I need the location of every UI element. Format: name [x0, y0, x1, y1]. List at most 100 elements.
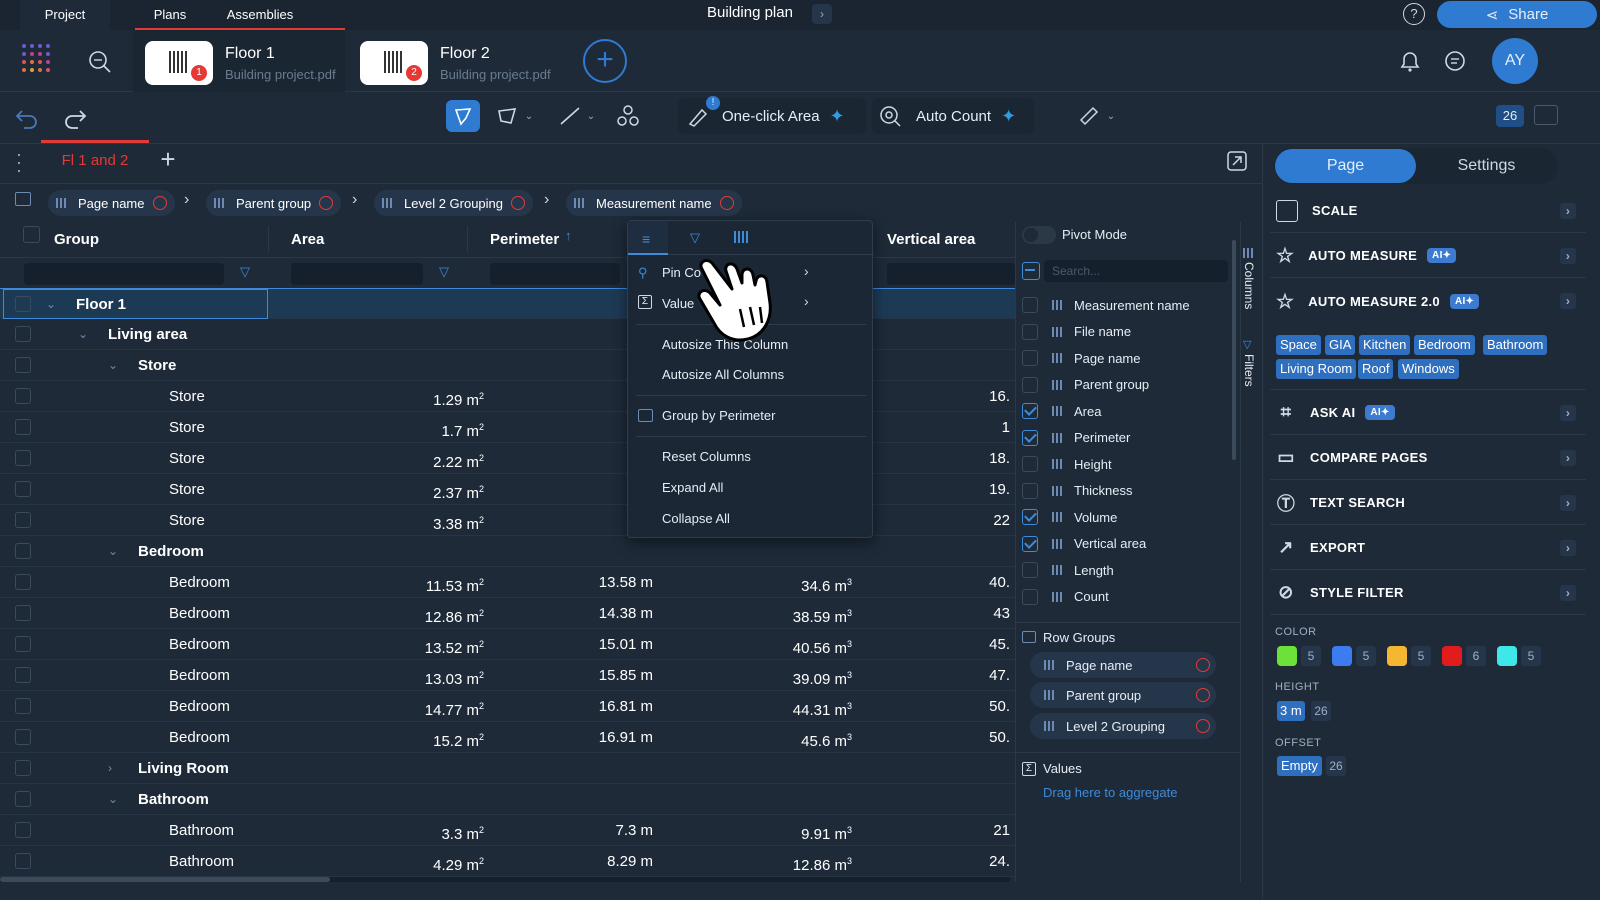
toggle-all-columns-checkbox[interactable] — [1022, 262, 1040, 280]
filter-icon[interactable]: ▽ — [240, 264, 250, 279]
menu-item-expand-all[interactable]: Expand All — [662, 480, 724, 495]
remove-chip-icon[interactable] — [152, 196, 167, 210]
monitor-icon[interactable] — [1534, 105, 1558, 125]
column-checkbox[interactable] — [1022, 562, 1038, 578]
tab-assemblies[interactable]: Assemblies — [226, 7, 294, 22]
column-checkbox[interactable] — [1022, 297, 1038, 313]
tab-page[interactable]: Page — [1275, 149, 1416, 183]
height-value-chip[interactable]: 3 m — [1277, 701, 1305, 721]
vertical-area-filter-input[interactable] — [887, 263, 1015, 285]
auto-measure-tag[interactable]: Roof — [1358, 359, 1394, 379]
column-item[interactable]: Thickness — [1022, 478, 1133, 504]
auto-measure-tag[interactable]: Bathroom — [1483, 335, 1548, 355]
group-row[interactable]: ⌄ Floor 1 — [0, 288, 1030, 319]
table-row[interactable]: Bedroom 15.2 m2 16.91 m 45.6 m3 50. — [0, 722, 1030, 753]
count-tool[interactable] — [612, 100, 644, 132]
column-checkbox[interactable] — [1022, 509, 1038, 525]
line-tool[interactable]: ⌄ — [552, 100, 602, 132]
column-checkbox[interactable] — [1022, 403, 1038, 419]
table-row[interactable]: Bedroom 13.52 m2 15.01 m 40.56 m3 45. — [0, 629, 1030, 660]
row-checkbox[interactable] — [15, 296, 31, 312]
row-checkbox[interactable] — [15, 357, 31, 373]
group-chip[interactable]: Level 2 Grouping — [374, 190, 534, 216]
row-checkbox[interactable] — [15, 605, 31, 621]
auto-measure-tag[interactable]: GIA — [1325, 335, 1356, 355]
column-header-vertical-area[interactable]: Vertical area — [887, 231, 976, 248]
auto-measure-tag[interactable]: Space — [1276, 335, 1321, 355]
sheet-tab[interactable]: Fl 1 and 2 — [61, 152, 129, 169]
row-checkbox[interactable] — [15, 419, 31, 435]
color-swatch[interactable] — [1497, 646, 1517, 666]
column-checkbox[interactable] — [1022, 350, 1038, 366]
group-row[interactable]: ⌄ Bedroom — [0, 536, 1030, 567]
filter-icon[interactable]: ▽ — [690, 230, 700, 245]
sort-asc-icon[interactable]: ↑ — [565, 228, 572, 243]
column-item[interactable]: Page name — [1022, 345, 1141, 371]
chevron-down-icon[interactable]: ⌄ — [78, 327, 89, 341]
row-checkbox[interactable] — [15, 698, 31, 714]
tab-project[interactable]: Project — [20, 0, 110, 30]
color-swatch[interactable] — [1277, 646, 1297, 666]
side-tab-filters[interactable]: Filters — [1242, 354, 1256, 387]
add-floor-button[interactable]: + — [583, 39, 627, 83]
remove-chip-icon[interactable] — [511, 196, 526, 210]
remove-chip-icon[interactable] — [1196, 719, 1210, 733]
panel-item-auto-measure[interactable]: ☆ AUTO MEASURE AI✦ › — [1270, 234, 1586, 278]
row-checkbox[interactable] — [15, 636, 31, 652]
row-checkbox[interactable] — [15, 450, 31, 466]
row-checkbox[interactable] — [15, 512, 31, 528]
values-drop-hint[interactable]: Drag here to aggregate — [1043, 785, 1178, 800]
color-swatch[interactable] — [1332, 646, 1352, 666]
ruler-tool[interactable]: ⌄ — [1068, 100, 1124, 132]
chevron-down-icon[interactable]: ⌄ — [108, 792, 119, 806]
row-checkbox[interactable] — [15, 822, 31, 838]
columns-scrollbar[interactable] — [1232, 240, 1236, 460]
comments-icon[interactable] — [1443, 49, 1467, 73]
chevron-down-icon[interactable]: ⌄ — [108, 358, 119, 372]
auto-measure-tag[interactable]: Kitchen — [1359, 335, 1411, 355]
export-sheet-icon[interactable] — [1226, 150, 1248, 172]
group-chip[interactable]: Measurement name — [566, 190, 742, 216]
panel-item[interactable]: ▭ COMPARE PAGES › — [1270, 436, 1586, 480]
shape-tool[interactable]: ⌄ — [490, 100, 540, 132]
table-row[interactable]: Bedroom 14.77 m2 16.81 m 44.31 m3 50. — [0, 691, 1030, 722]
column-item[interactable]: Measurement name — [1022, 292, 1190, 318]
help-icon[interactable]: ? — [1403, 3, 1425, 25]
row-group-chip[interactable]: Page name — [1030, 652, 1216, 678]
menu-item-reset-columns[interactable]: Reset Columns — [662, 449, 751, 464]
column-checkbox[interactable] — [1022, 456, 1038, 472]
panel-item-auto-measure-2[interactable]: ☆ AUTO MEASURE 2.0 AI✦ › — [1270, 279, 1586, 323]
column-checkbox[interactable] — [1022, 535, 1038, 552]
menu-item-collapse-all[interactable]: Collapse All — [662, 511, 730, 526]
remove-chip-icon[interactable] — [319, 196, 334, 210]
group-row[interactable]: ⌄ Store — [0, 350, 1030, 381]
columns-search-input[interactable]: Search... — [1044, 260, 1228, 282]
table-row[interactable]: Bedroom 12.86 m2 14.38 m 38.59 m3 43 — [0, 598, 1030, 629]
tab-settings[interactable]: Settings — [1457, 157, 1516, 174]
group-row[interactable]: ⌄ Living area — [0, 319, 1030, 350]
row-checkbox[interactable] — [15, 760, 31, 776]
auto-measure-tag[interactable]: Windows — [1398, 359, 1459, 379]
avatar[interactable]: AY — [1492, 38, 1538, 84]
redo-icon[interactable] — [62, 105, 88, 129]
auto-count-button[interactable]: Auto Count ✦ — [872, 98, 1034, 134]
row-checkbox[interactable] — [15, 326, 31, 342]
notification-icon[interactable] — [1398, 49, 1422, 73]
chevron-down-icon[interactable]: ⌄ — [46, 297, 57, 311]
panel-item[interactable]: ↗ EXPORT › — [1270, 526, 1586, 570]
row-checkbox[interactable] — [15, 853, 31, 869]
group-chip[interactable]: Page name — [48, 190, 175, 216]
row-checkbox[interactable] — [15, 574, 31, 590]
row-group-chip[interactable]: Parent group — [1030, 682, 1216, 708]
column-checkbox[interactable] — [1022, 588, 1038, 605]
auto-measure-tag[interactable]: Bedroom — [1414, 335, 1475, 355]
column-header-perimeter[interactable]: Perimeter — [490, 231, 560, 248]
select-all-checkbox[interactable] — [23, 226, 40, 243]
remove-chip-icon[interactable] — [1196, 658, 1210, 672]
panel-item[interactable]: Ⓣ TEXT SEARCH › — [1270, 481, 1586, 525]
group-row[interactable]: ⌄ Bathroom — [0, 784, 1030, 815]
chevron-right-icon[interactable]: › — [108, 761, 112, 775]
row-checkbox[interactable] — [15, 481, 31, 497]
